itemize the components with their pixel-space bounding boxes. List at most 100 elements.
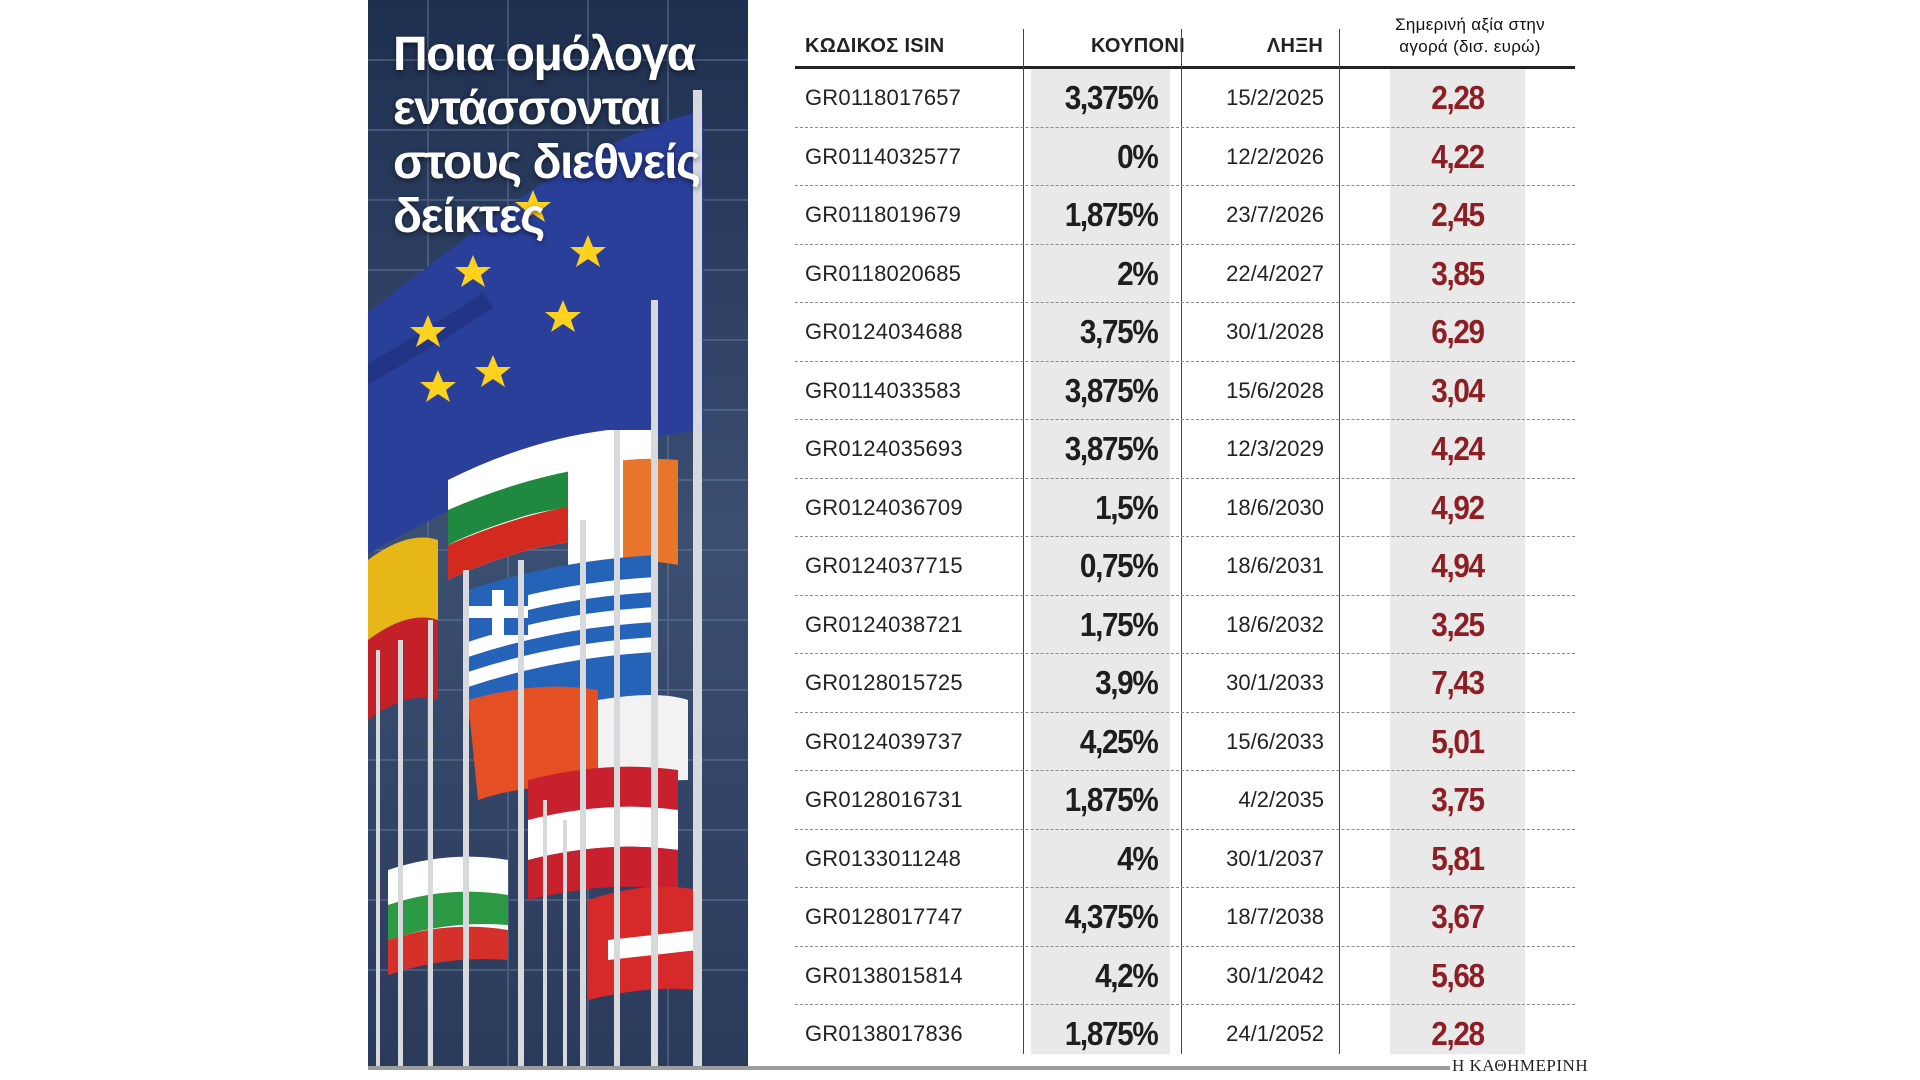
coupon-cell: 4,375% (1064, 898, 1159, 935)
maturity-cell: 22/4/2027 (1226, 260, 1324, 286)
value-cell: 4,22 (1431, 137, 1485, 175)
flags-photo: Ποια ομόλογα εντάσσονται στους διεθνείς … (368, 0, 748, 1070)
maturity-cell: 18/6/2030 (1226, 494, 1324, 520)
header-market-value-line2: αγορά (δισ. ευρώ) (1399, 37, 1541, 56)
flags-illustration (368, 0, 748, 1070)
maturity-cell: 18/7/2038 (1226, 904, 1324, 929)
header-isin: ΚΩΔΙΚΟΣ ISIN (805, 35, 945, 57)
table-row: GR0118020685 2% 22/4/2027 3,85 (795, 245, 1575, 303)
maturity-cell: 18/6/2031 (1226, 553, 1324, 578)
coupon-cell: 0% (1117, 137, 1159, 175)
isin-cell: GR0118019679 (805, 202, 962, 227)
coupon-cell: 3,75% (1079, 313, 1159, 350)
table-row: GR0124038721 1,75% 18/6/2032 3,25 (795, 596, 1575, 654)
maturity-cell: 18/6/2032 (1226, 611, 1324, 637)
coupon-cell: 1,875% (1064, 196, 1159, 233)
isin-cell: GR0124038721 (805, 611, 963, 637)
isin-cell: GR0114033583 (805, 377, 962, 403)
footer-rule (368, 1066, 1450, 1070)
table-row: GR0138017836 1,875% 24/1/2052 2,28 (795, 1005, 1575, 1063)
maturity-cell: 4/2/2035 (1238, 787, 1324, 812)
table-body: GR0118017657 3,375% 15/2/2025 2,28 GR011… (795, 29, 1575, 1063)
coupon-cell: 0,75% (1079, 547, 1159, 584)
coupon-cell: 4,2% (1095, 956, 1159, 994)
isin-cell: GR0114032577 (805, 143, 962, 169)
greek-flag-icon (468, 555, 658, 720)
table-row: GR0118019679 1,875% 23/7/2026 2,45 (795, 186, 1575, 245)
maturity-cell: 30/1/2028 (1226, 319, 1324, 344)
coupon-cell: 1,875% (1064, 781, 1159, 818)
table-row: GR0128016731 1,875% 4/2/2035 3,75 (795, 771, 1575, 830)
maturity-cell: 15/2/2025 (1226, 85, 1324, 110)
table-row: GR0124036709 1,5% 18/6/2030 4,92 (795, 479, 1575, 537)
coupon-column-shade (1031, 69, 1170, 1054)
header-coupon: ΚΟΥΠΟΝΙ (1091, 35, 1185, 57)
table-row: GR0124037715 0,75% 18/6/2031 4,94 (795, 537, 1575, 596)
isin-cell: GR0128016731 (805, 787, 963, 812)
column-divider (1023, 29, 1024, 1054)
maturity-cell: 15/6/2028 (1226, 377, 1324, 403)
value-cell: 5,01 (1431, 722, 1485, 760)
isin-cell: GR0138017836 (805, 1021, 963, 1046)
table-row: GR0118017657 3,375% 15/2/2025 2,28 (795, 69, 1575, 128)
value-cell: 5,68 (1431, 956, 1485, 994)
table-row: GR0124034688 3,75% 30/1/2028 6,29 (795, 303, 1575, 362)
value-cell: 4,92 (1431, 488, 1485, 526)
column-divider (1339, 29, 1340, 1054)
table-row: GR0114032577 0% 12/2/2026 4,22 (795, 128, 1575, 186)
header-maturity: ΛΗΞΗ (1266, 35, 1324, 57)
coupon-cell: 4,25% (1079, 722, 1159, 760)
isin-cell: GR0124036709 (805, 494, 963, 520)
coupon-cell: 1,75% (1079, 605, 1159, 643)
coupon-cell: 1,875% (1064, 1015, 1159, 1052)
isin-cell: GR0124035693 (805, 436, 963, 461)
table-row: GR0128017747 4,375% 18/7/2038 3,67 (795, 888, 1575, 947)
coupon-cell: 3,875% (1064, 430, 1159, 467)
maturity-cell: 30/1/2037 (1226, 845, 1324, 871)
coupon-cell: 3,375% (1064, 79, 1159, 116)
header-market-value: Σημερινή αξία στην αγορά (δισ. ευρώ) (1365, 14, 1575, 58)
coupon-cell: 1,5% (1095, 488, 1159, 526)
source-credit: Η ΚΑΘΗΜΕΡΙΝΗ (1452, 1056, 1589, 1075)
value-cell: 6,29 (1431, 313, 1485, 350)
value-cell: 3,85 (1431, 254, 1485, 292)
isin-cell: GR0124037715 (805, 553, 963, 578)
isin-cell: GR0128015725 (805, 670, 963, 695)
maturity-cell: 12/2/2026 (1226, 143, 1324, 169)
headline: Ποια ομόλογα εντάσσονται στους διεθνείς … (393, 28, 701, 243)
value-cell: 4,94 (1431, 547, 1485, 584)
coupon-cell: 3,9% (1095, 664, 1159, 701)
value-cell: 2,28 (1431, 79, 1485, 116)
value-cell: 7,43 (1431, 664, 1485, 701)
isin-cell: GR0118020685 (805, 260, 962, 286)
isin-cell: GR0128017747 (805, 904, 963, 929)
header-market-value-line1: Σημερινή αξία στην (1395, 15, 1545, 34)
isin-cell: GR0138015814 (805, 962, 963, 988)
table-row: GR0128015725 3,9% 30/1/2033 7,43 (795, 654, 1575, 713)
isin-cell: GR0118017657 (805, 85, 962, 110)
maturity-cell: 12/3/2029 (1226, 436, 1324, 461)
table-row: GR0133011248 4% 30/1/2037 5,81 (795, 830, 1575, 888)
table-row: GR0114033583 3,875% 15/6/2028 3,04 (795, 362, 1575, 420)
value-cell: 3,67 (1431, 898, 1485, 935)
table-row: GR0124039737 4,25% 15/6/2033 5,01 (795, 713, 1575, 771)
maturity-cell: 24/1/2052 (1226, 1021, 1324, 1046)
value-cell: 3,75 (1431, 781, 1485, 818)
maturity-cell: 15/6/2033 (1226, 728, 1324, 754)
value-cell: 3,25 (1431, 605, 1485, 643)
maturity-cell: 23/7/2026 (1226, 202, 1324, 227)
table-row: GR0124035693 3,875% 12/3/2029 4,24 (795, 420, 1575, 479)
isin-cell: GR0133011248 (805, 845, 962, 871)
value-cell: 2,45 (1431, 196, 1485, 233)
coupon-cell: 4% (1117, 839, 1159, 877)
table-header: ΚΩΔΙΚΟΣ ISIN ΚΟΥΠΟΝΙ ΛΗΞΗ Σημερινή αξία … (795, 0, 1575, 69)
table-row: GR0138015814 4,2% 30/1/2042 5,68 (795, 947, 1575, 1005)
isin-cell: GR0124034688 (805, 319, 963, 344)
isin-cell: GR0124039737 (805, 728, 963, 754)
value-cell: 4,24 (1431, 430, 1485, 467)
maturity-cell: 30/1/2042 (1226, 962, 1324, 988)
maturity-cell: 30/1/2033 (1226, 670, 1324, 695)
value-column-shade (1390, 69, 1525, 1054)
value-cell: 5,81 (1431, 839, 1485, 877)
bonds-table: ΚΩΔΙΚΟΣ ISIN ΚΟΥΠΟΝΙ ΛΗΞΗ Σημερινή αξία … (795, 0, 1575, 1054)
